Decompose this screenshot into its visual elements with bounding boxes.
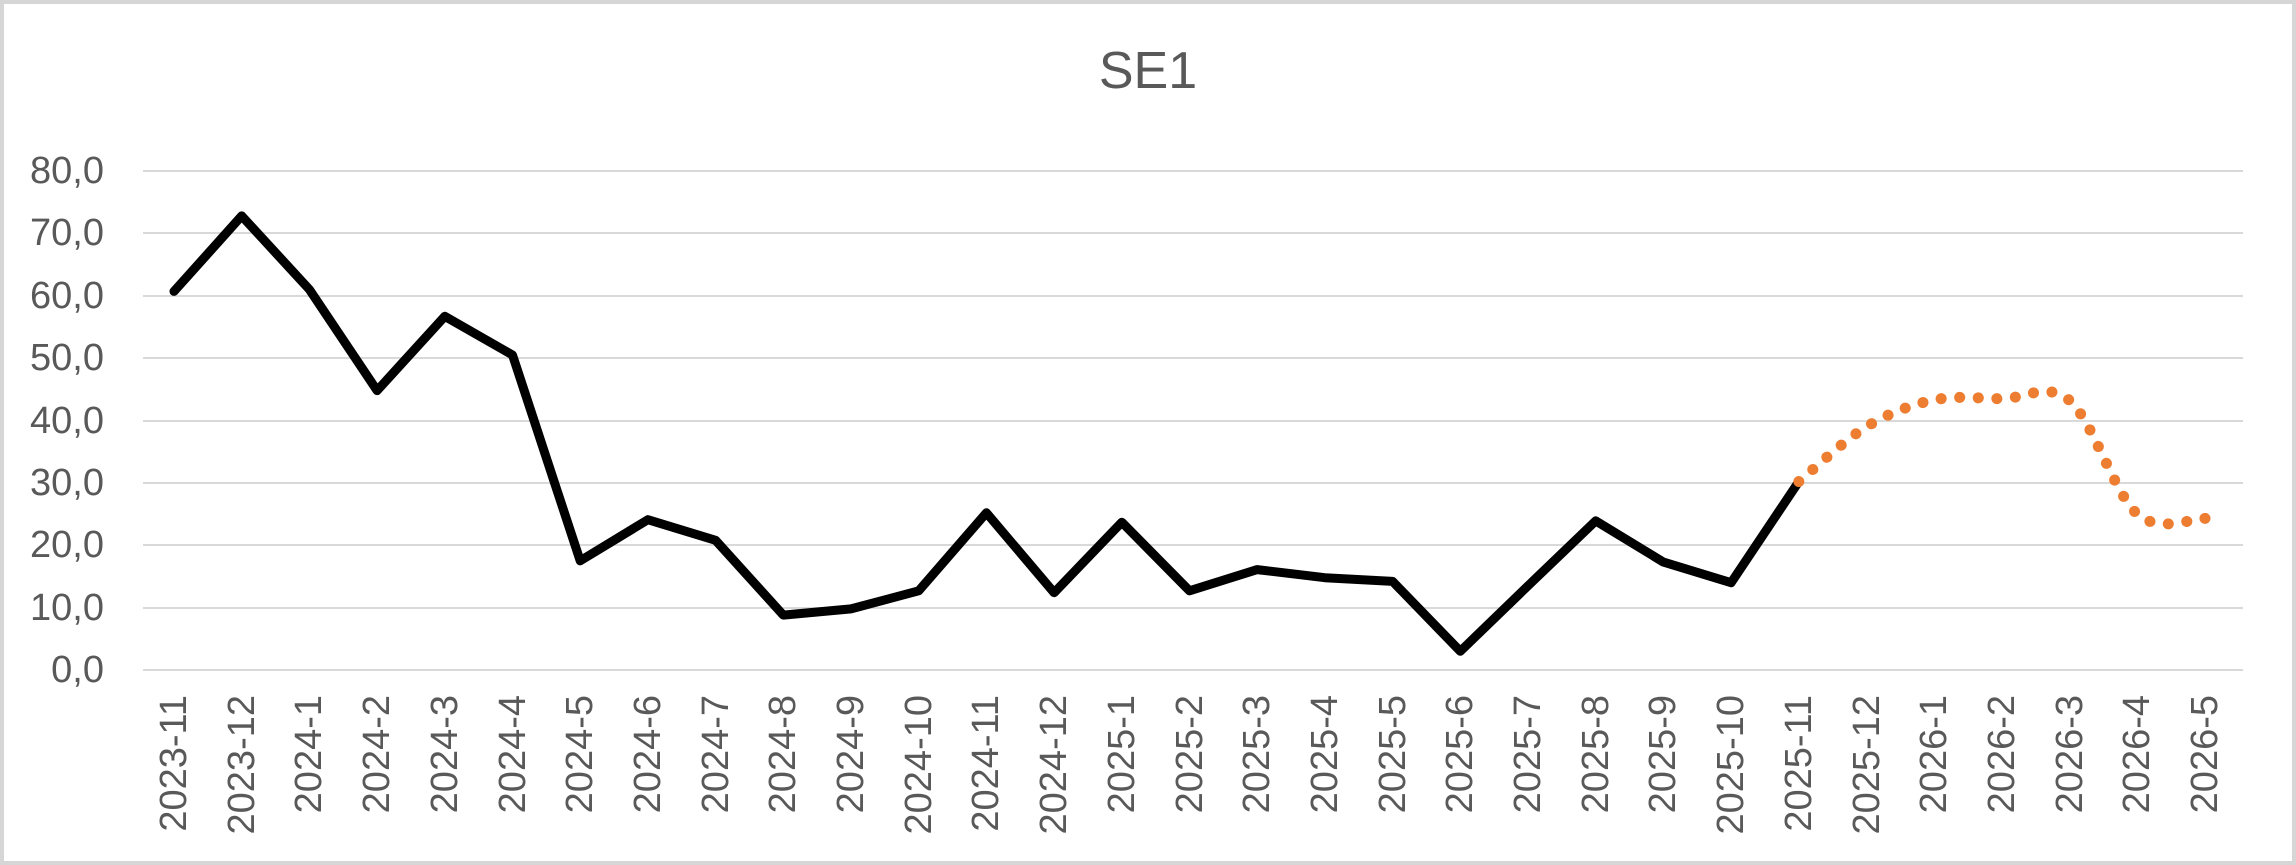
y-axis-tick-label: 0,0 [51,649,104,691]
chart-title: SE1 [1098,42,1198,100]
y-axis-tick-label: 70,0 [30,212,104,255]
gridline [143,232,2243,235]
y-axis-tick-label: 80,0 [30,150,104,192]
gridline [143,544,2243,547]
gridline [143,419,2243,422]
y-axis-tick-label: 20,0 [30,524,104,567]
gridline [143,357,2243,360]
gridline [143,669,2243,671]
y-axis-tick-label: 60,0 [30,274,104,317]
history-solid-line [169,211,1804,656]
y-axis-tick-label: 30,0 [30,461,104,504]
y-axis-tick-label: 40,0 [30,399,104,442]
gridline [143,606,2243,609]
gridline [143,481,2243,484]
gridline [143,170,2243,172]
gridline [143,294,2243,297]
y-axis-tick-label: 50,0 [30,337,104,380]
forecast-dotted-line [1793,386,2211,530]
y-axis-tick-label: 10,0 [30,586,104,629]
